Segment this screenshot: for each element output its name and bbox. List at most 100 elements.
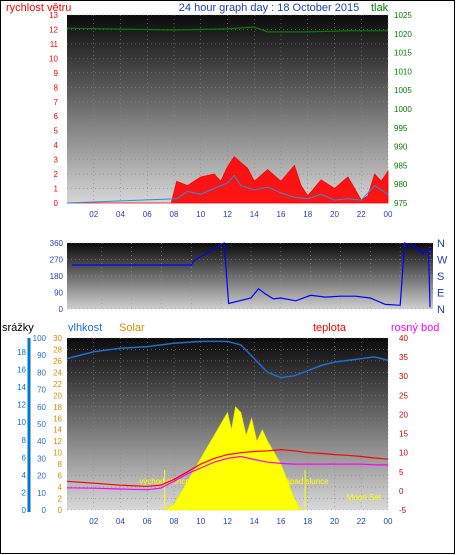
wind-axis-tick: 8 bbox=[54, 83, 59, 92]
direction-axis-tick: 270 bbox=[50, 256, 64, 265]
chart-marks: 0123456789101112139759809859909951000100… bbox=[17, 11, 448, 526]
time-axis-tick: 06 bbox=[143, 517, 152, 526]
time-axis-tick: 12 bbox=[223, 210, 232, 219]
temperature-label: teplota bbox=[313, 322, 347, 334]
time-axis-tick: 02 bbox=[89, 517, 98, 526]
time-axis-tick: 20 bbox=[330, 517, 339, 526]
pressure-axis-tick: 975 bbox=[394, 199, 408, 208]
pressure-axis-tick: 1005 bbox=[394, 86, 412, 95]
humidity-axis-tick: 50 bbox=[37, 420, 46, 429]
time-axis-tick: 22 bbox=[357, 210, 366, 219]
wind-axis-tick: 10 bbox=[49, 54, 58, 63]
temperature-axis-tick: 10 bbox=[399, 449, 408, 458]
time-axis-tick: 00 bbox=[384, 517, 393, 526]
pressure-axis-tick: 1025 bbox=[394, 11, 412, 20]
wind-axis-tick: 12 bbox=[49, 25, 58, 34]
humidity-axis-tick: 0 bbox=[42, 506, 47, 515]
pressure-axis-tick: 990 bbox=[394, 143, 408, 152]
rain-axis-tick: 8 bbox=[22, 436, 27, 445]
wind-axis-tick: 6 bbox=[54, 112, 59, 121]
wind-axis-tick: 3 bbox=[54, 156, 59, 165]
direction-axis-tick: 0 bbox=[59, 305, 64, 314]
rain-axis-tick: 14 bbox=[17, 383, 26, 392]
wind-speed-series bbox=[67, 156, 389, 204]
humidity-axis-tick: 60 bbox=[37, 403, 46, 412]
wind-axis-tick: 13 bbox=[49, 11, 58, 20]
humidity-axis-tick: 80 bbox=[37, 368, 46, 377]
rain-axis-tick: 4 bbox=[22, 471, 27, 480]
pressure-axis-tick: 1010 bbox=[394, 67, 412, 76]
solar-axis-tick: 16 bbox=[53, 414, 62, 423]
wind-axis-tick: 9 bbox=[54, 69, 59, 78]
temperature-axis-tick: 40 bbox=[399, 334, 408, 343]
dewpoint-label: rosný bod bbox=[391, 322, 439, 334]
temperature-series bbox=[66, 448, 389, 487]
wind-axis-tick: 11 bbox=[50, 40, 59, 49]
humidity-axis-tick: 100 bbox=[33, 334, 47, 343]
direction-axis-tick: 180 bbox=[50, 272, 64, 281]
time-axis-tick: 10 bbox=[196, 210, 205, 219]
time-axis-tick: 12 bbox=[223, 517, 232, 526]
direction-axis-tick: 360 bbox=[50, 239, 64, 248]
temperature-axis-tick: 15 bbox=[399, 430, 408, 439]
time-axis-tick: 22 bbox=[357, 517, 366, 526]
wind-axis-tick: 4 bbox=[54, 141, 59, 150]
time-axis-tick: 02 bbox=[89, 210, 98, 219]
direction-axis-tick: 90 bbox=[54, 289, 63, 298]
pressure-axis-tick: 1000 bbox=[394, 105, 412, 114]
cardinal-label: E bbox=[437, 288, 444, 300]
astronomy-annotation: východ slunce bbox=[139, 477, 190, 486]
wind-axis-tick: 5 bbox=[54, 127, 59, 136]
rain-axis-tick: 2 bbox=[22, 488, 27, 497]
time-axis-tick: 16 bbox=[277, 517, 286, 526]
pressure-label: tlak bbox=[371, 2, 389, 14]
astronomy-annotation: západ slunce bbox=[281, 477, 329, 486]
solar-axis-tick: 20 bbox=[53, 391, 62, 400]
solar-axis-tick: 26 bbox=[53, 357, 62, 366]
pressure-axis-tick: 985 bbox=[394, 161, 408, 170]
pressure-axis-tick: 995 bbox=[394, 124, 408, 133]
wind-axis-tick: 2 bbox=[54, 170, 59, 179]
rain-axis-tick: 10 bbox=[17, 418, 26, 427]
solar-axis-tick: 14 bbox=[53, 426, 62, 435]
wind-gust-series bbox=[66, 174, 389, 204]
wind-speed-label: rychlost větru bbox=[6, 2, 71, 14]
humidity-series bbox=[66, 340, 389, 379]
wind-axis-tick: 1 bbox=[54, 185, 59, 194]
pressure-axis-tick: 980 bbox=[394, 180, 408, 189]
cardinal-label: W bbox=[437, 255, 448, 267]
time-axis-tick: 10 bbox=[196, 517, 205, 526]
time-axis-tick: 00 bbox=[384, 210, 393, 219]
solar-axis-tick: 18 bbox=[53, 403, 62, 412]
temperature-axis-tick: -5 bbox=[399, 506, 407, 515]
solar-axis-tick: 30 bbox=[53, 334, 62, 343]
pressure-axis-tick: 1015 bbox=[394, 49, 412, 58]
rain-axis-tick: 0 bbox=[22, 506, 27, 515]
humidity-axis-tick: 30 bbox=[37, 454, 46, 463]
temperature-axis-tick: 0 bbox=[399, 487, 404, 496]
wind-axis-tick: 0 bbox=[54, 199, 59, 208]
astronomy-annotation: Moon Set bbox=[347, 493, 382, 502]
time-axis-tick: 08 bbox=[170, 517, 179, 526]
humidity-axis-tick: 90 bbox=[37, 351, 46, 360]
cardinal-label: S bbox=[437, 271, 444, 283]
time-axis-tick: 18 bbox=[303, 210, 312, 219]
solar-axis-tick: 22 bbox=[53, 380, 62, 389]
solar-axis-tick: 0 bbox=[58, 506, 63, 515]
solar-axis-tick: 24 bbox=[53, 368, 62, 377]
time-axis-tick: 14 bbox=[250, 210, 259, 219]
time-axis-tick: 16 bbox=[277, 210, 286, 219]
wind-direction-plot bbox=[67, 243, 433, 309]
wind-axis-tick: 7 bbox=[54, 98, 59, 107]
rain-axis-tick: 18 bbox=[17, 348, 26, 357]
pressure-series bbox=[66, 26, 388, 33]
astronomy-annotation: Moon Rise bbox=[208, 493, 247, 502]
humidity-axis-tick: 20 bbox=[37, 472, 46, 481]
rain-axis-tick: 12 bbox=[17, 401, 26, 410]
solar-axis-tick: 6 bbox=[58, 472, 63, 481]
solar-axis-tick: 28 bbox=[53, 345, 62, 354]
time-axis-tick: 18 bbox=[303, 517, 312, 526]
solar-axis-tick: 8 bbox=[58, 460, 63, 469]
solar-axis-tick: 2 bbox=[58, 495, 63, 504]
temperature-axis-tick: 20 bbox=[399, 410, 408, 419]
